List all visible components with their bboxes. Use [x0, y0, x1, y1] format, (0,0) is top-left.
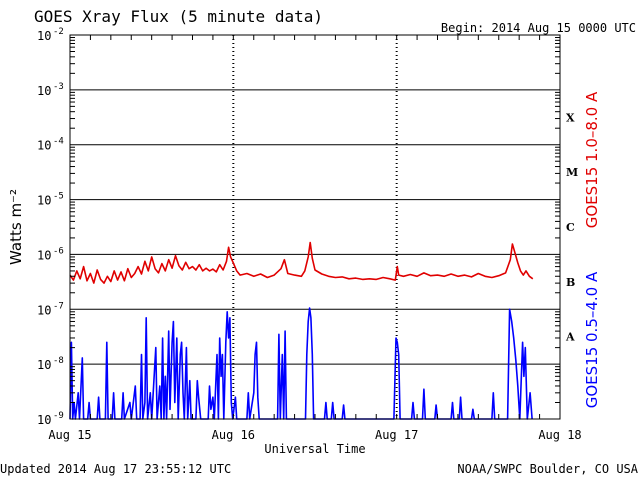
- x-tick-labels: Aug 15 Aug 16 Aug 17 Aug 18: [48, 428, 581, 442]
- y-tick-exponent: -3: [53, 82, 64, 92]
- y-tick-label: 10 -6: [37, 246, 64, 262]
- y-tick-label: 10 -3: [37, 82, 64, 98]
- y-tick-labels: 10-210-310-410-510-610-710-810-9: [37, 27, 64, 427]
- y-tick-base: 10: [37, 358, 51, 372]
- y-tick-label: 10 -2: [37, 27, 64, 43]
- flare-class-a: A: [565, 331, 575, 344]
- y-tick-exponent: -8: [53, 356, 64, 366]
- flare-class-c: C: [566, 221, 575, 234]
- y-tick-label: 10 -9: [37, 411, 64, 427]
- y-tick-exponent: -5: [53, 192, 64, 202]
- legend-long-channel: GOES15 1.0–8.0 A: [583, 91, 601, 228]
- y-tick-base: 10: [37, 413, 51, 427]
- y-tick-base: 10: [37, 303, 51, 317]
- begin-date-label: Begin: 2014 Aug 15 0000 UTC: [441, 21, 636, 35]
- updated-timestamp: Updated 2014 Aug 17 23:55:12 UTC: [0, 462, 231, 476]
- credit-label: NOAA/SWPC Boulder, CO USA: [457, 462, 638, 476]
- series-long-channel-line: [69, 241, 534, 284]
- y-tick-label: 10 -4: [37, 137, 64, 153]
- chart-title: GOES Xray Flux (5 minute data): [34, 7, 323, 26]
- y-tick-exponent: -6: [53, 246, 64, 256]
- y-tick-exponent: -7: [53, 301, 64, 311]
- y-tick-base: 10: [37, 194, 51, 208]
- y-tick-base: 10: [37, 84, 51, 98]
- series-short-channel-line: [69, 307, 533, 420]
- y-tick-base: 10: [37, 248, 51, 262]
- x-tick-label: Aug 16: [212, 428, 255, 442]
- y-tick-base: 10: [37, 29, 51, 43]
- flare-class-b: B: [566, 276, 575, 289]
- gridlines: [70, 35, 560, 419]
- y-tick-base: 10: [37, 139, 51, 153]
- x-tick-label: Aug 18: [538, 428, 581, 442]
- x-tick-label: Aug 17: [375, 428, 418, 442]
- x-tick-label: Aug 15: [48, 428, 91, 442]
- flare-class-labels: X M C B A: [565, 111, 578, 343]
- y-tick-exponent: -9: [53, 411, 64, 421]
- plot-frame: [69, 34, 561, 420]
- y-tick-exponent: -2: [53, 27, 64, 37]
- y-tick-label: 10 -7: [37, 301, 64, 317]
- y-tick-exponent: -4: [53, 137, 64, 147]
- tick-marks: [70, 35, 560, 419]
- y-axis-label: Watts m⁻²: [7, 189, 25, 265]
- flare-class-m: M: [566, 166, 578, 179]
- flare-class-x: X: [566, 111, 575, 124]
- y-tick-label: 10 -5: [37, 192, 64, 208]
- legend-short-channel: GOES15 0.5–4.0 A: [583, 271, 601, 408]
- series-layer: [69, 241, 534, 420]
- x-axis-label: Universal Time: [264, 442, 365, 456]
- y-tick-label: 10 -8: [37, 356, 64, 372]
